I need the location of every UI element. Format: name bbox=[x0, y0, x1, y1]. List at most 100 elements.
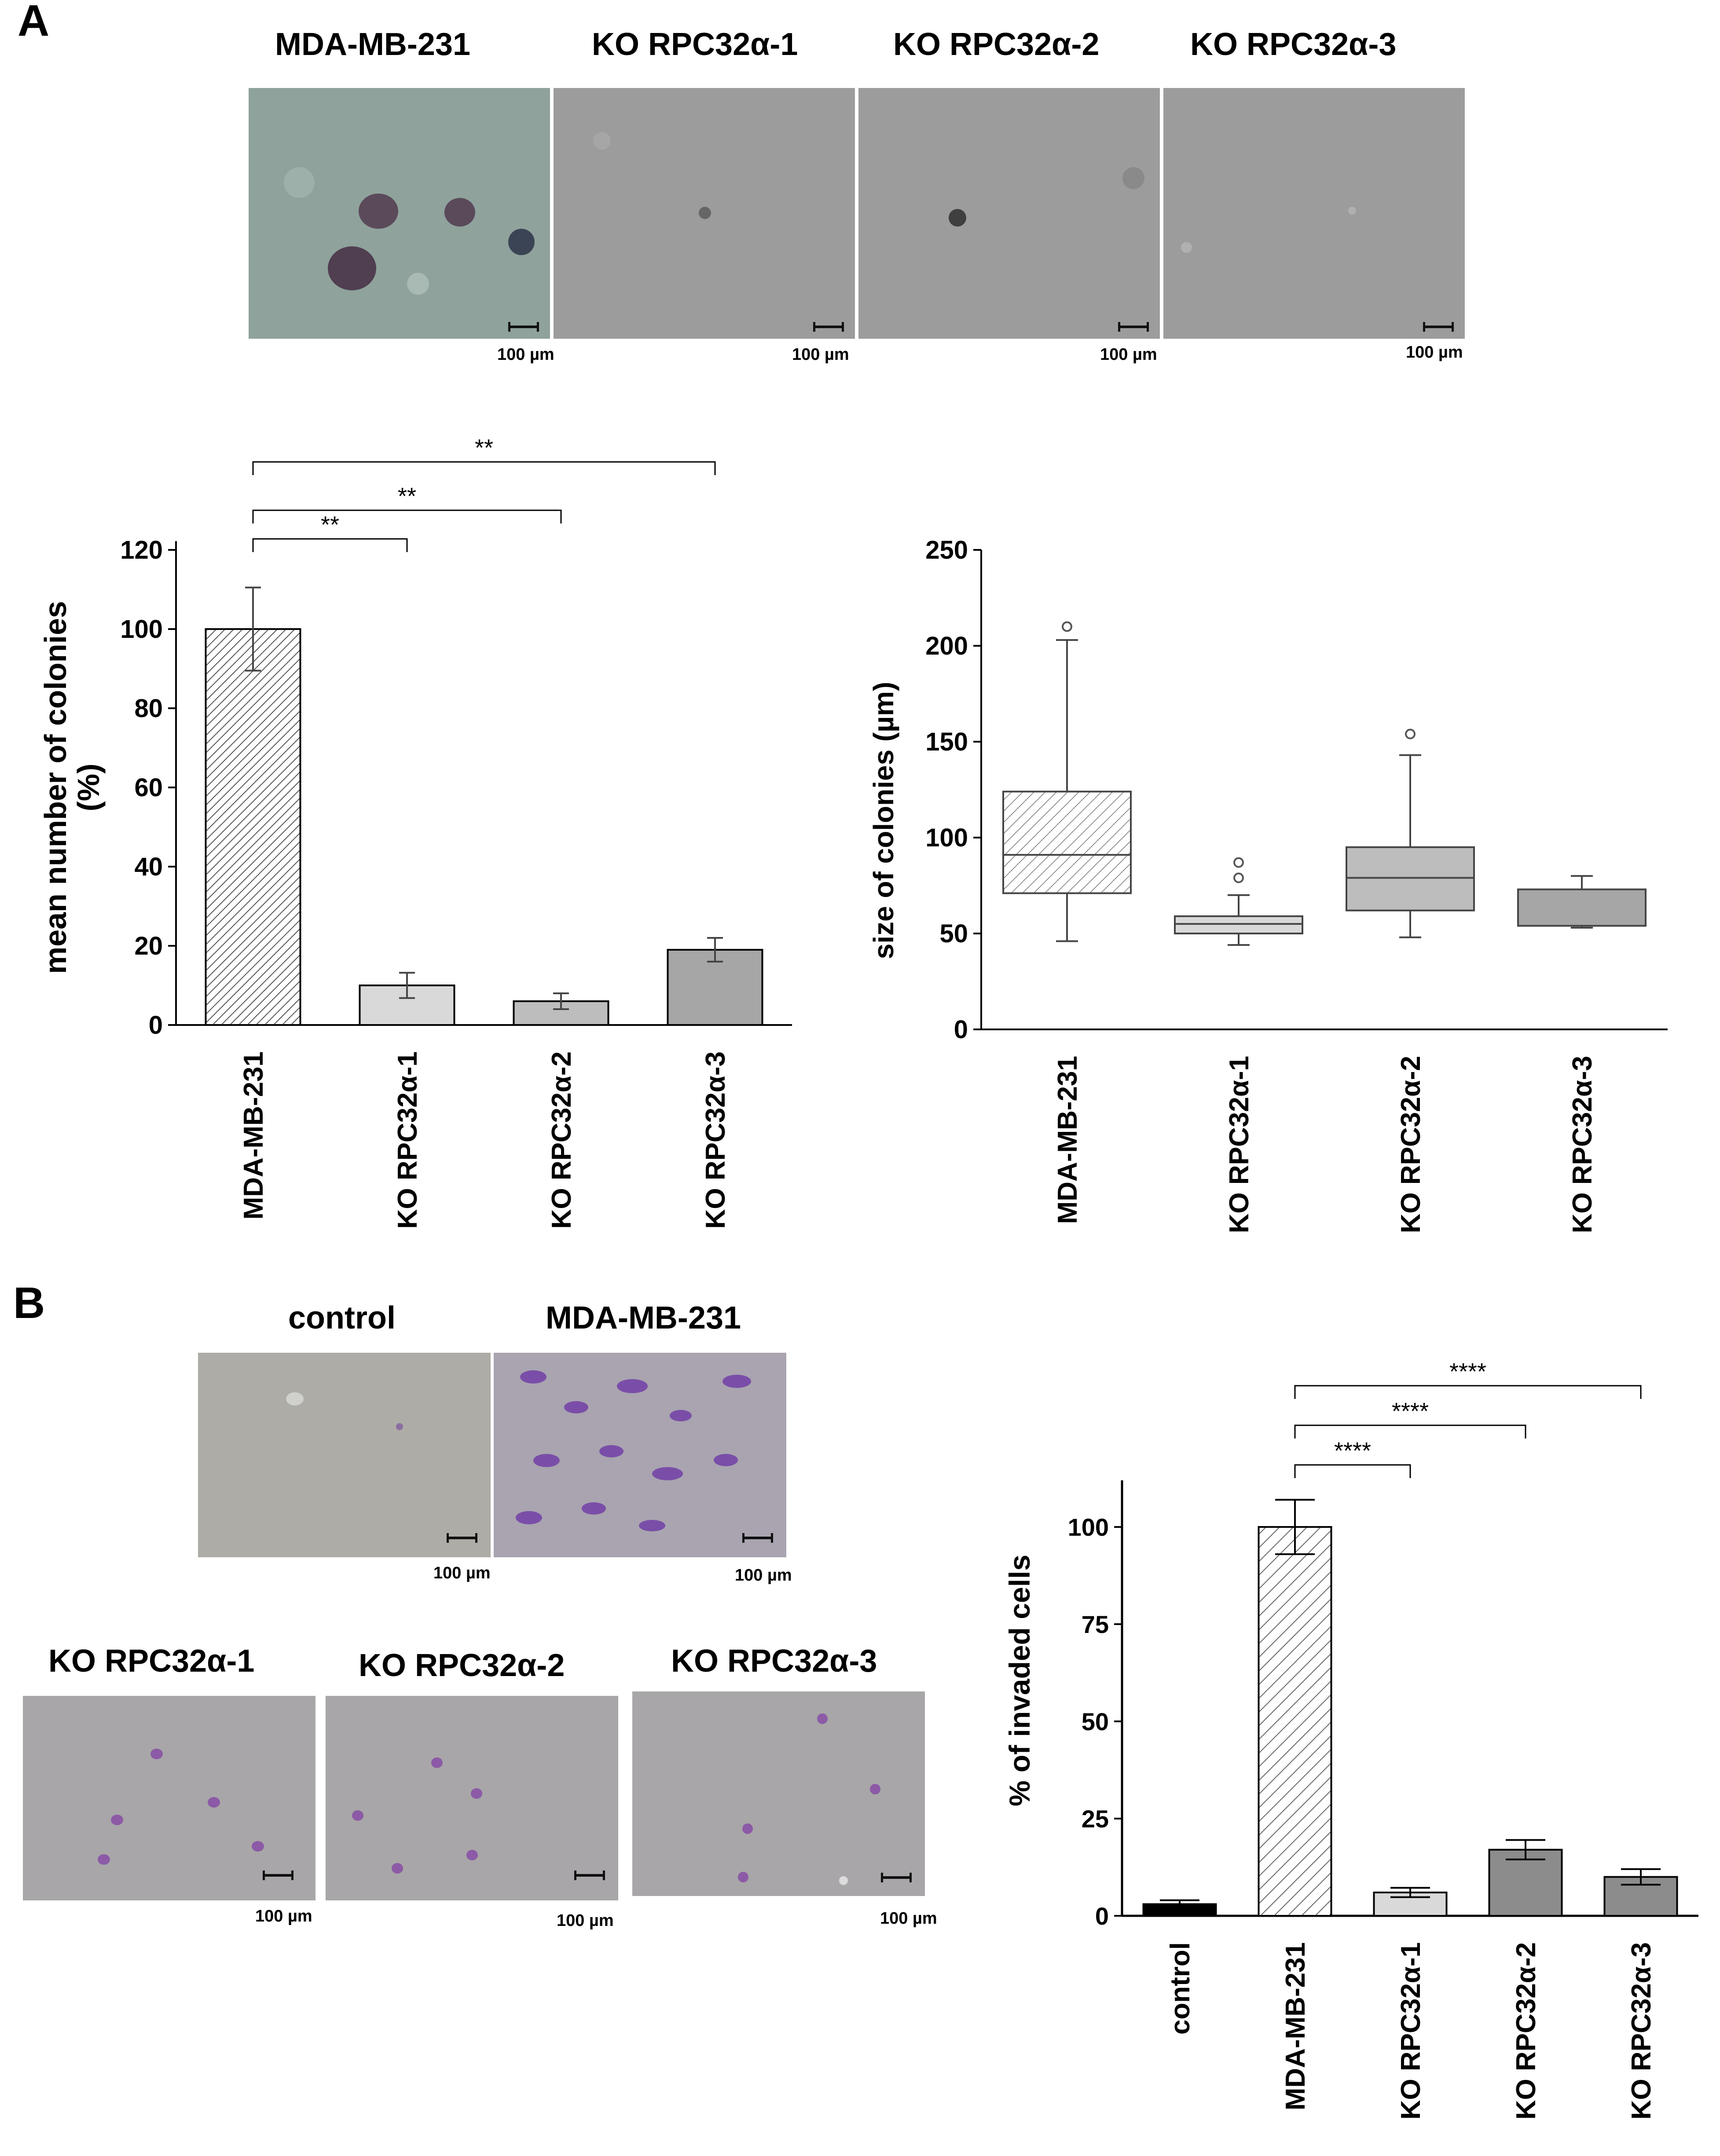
cell bbox=[652, 1467, 683, 1480]
y-tick-label: 25 bbox=[1082, 1805, 1109, 1833]
significance-bracket bbox=[252, 538, 408, 552]
cell bbox=[516, 1511, 542, 1524]
cell bbox=[98, 1854, 110, 1865]
bar bbox=[1258, 1526, 1332, 1917]
panel-label-b: B bbox=[13, 1278, 45, 1328]
y-tick-label: 60 bbox=[134, 773, 163, 802]
cell bbox=[150, 1749, 163, 1759]
y-tick-label: 0 bbox=[1095, 1902, 1109, 1930]
significance-label: ** bbox=[475, 435, 493, 461]
spot bbox=[839, 1876, 848, 1885]
scale-label: 100 µm bbox=[792, 345, 849, 364]
outlier-point bbox=[1405, 728, 1416, 739]
bar bbox=[1603, 1876, 1678, 1917]
colony bbox=[1181, 242, 1192, 253]
micrograph-title-ko2: KO RPC32α-2 bbox=[893, 27, 1100, 62]
significance-label: **** bbox=[1334, 1438, 1371, 1464]
micrograph-mda bbox=[249, 88, 550, 339]
scale-label: 100 µm bbox=[1100, 345, 1157, 364]
y-axis-label: size of colonies (µm) bbox=[868, 682, 899, 959]
y-axis-label: % of invaded cells bbox=[1003, 1555, 1036, 1806]
cell bbox=[564, 1401, 588, 1413]
outlier-point bbox=[1233, 872, 1244, 883]
outlier-point bbox=[1233, 857, 1244, 868]
y-tick-label: 150 bbox=[925, 728, 968, 756]
invaded-cells-bar-chart: 0 25 50 75 100 control MDA-MB-231 KO RPC32α-1 KO… bbox=[1003, 1358, 1698, 2119]
y-axis-label-unit: (%) bbox=[71, 764, 106, 812]
micrograph-title-mda: MDA-MB-231 bbox=[275, 27, 471, 62]
micrograph-title-mda-b: MDA-MB-231 bbox=[546, 1300, 741, 1336]
significance-label: **** bbox=[1392, 1398, 1429, 1424]
scale-label: 100 µm bbox=[735, 1566, 792, 1585]
scale-bar bbox=[742, 1533, 773, 1543]
scale-bar bbox=[508, 322, 539, 332]
cell bbox=[520, 1370, 546, 1384]
cell bbox=[599, 1445, 623, 1457]
x-tick-label: MDA-MB-231 bbox=[238, 1051, 269, 1219]
x-tick-label: control bbox=[1165, 1942, 1196, 2035]
micrograph-ko3 bbox=[1163, 88, 1465, 339]
spot bbox=[396, 1423, 403, 1430]
y-tick-label: 75 bbox=[1082, 1611, 1109, 1638]
micrograph-ko2-b bbox=[326, 1696, 618, 1900]
significance-label: ** bbox=[398, 483, 416, 509]
colony bbox=[949, 209, 966, 227]
scale-bar bbox=[813, 322, 844, 332]
y-tick-label: 100 bbox=[1068, 1513, 1109, 1541]
bar bbox=[205, 628, 301, 1026]
y-tick-label: 100 bbox=[925, 824, 968, 852]
colony bbox=[1348, 207, 1356, 215]
colony bbox=[407, 273, 429, 295]
micrograph-mda-b bbox=[494, 1353, 786, 1557]
significance-bracket bbox=[1294, 1424, 1526, 1439]
micrograph-ko3-b bbox=[632, 1691, 925, 1896]
colony-count-bar-chart: 0 20 40 60 80 100 120 MDA-MB-231 KO RPC32α-1 KO R… bbox=[38, 435, 792, 1229]
colony bbox=[1122, 167, 1144, 189]
micrograph-control bbox=[198, 1353, 491, 1557]
box bbox=[1517, 888, 1647, 927]
scale-bar bbox=[574, 1870, 605, 1880]
colony bbox=[328, 246, 376, 290]
x-tick-label: KO RPC32α-2 bbox=[546, 1051, 577, 1229]
scale-bar bbox=[1118, 322, 1149, 332]
scale-label: 100 µm bbox=[255, 1907, 312, 1925]
y-tick-label: 20 bbox=[134, 932, 163, 960]
micrograph-title-ko3: KO RPC32α-3 bbox=[1190, 27, 1397, 62]
cell bbox=[111, 1815, 123, 1825]
cell bbox=[252, 1841, 264, 1852]
panel-label-a: A bbox=[18, 0, 50, 45]
micrograph-ko2 bbox=[858, 88, 1160, 339]
box bbox=[1002, 791, 1132, 894]
x-tick-label: KO RPC32α-3 bbox=[1626, 1942, 1657, 2119]
cell bbox=[208, 1797, 220, 1808]
cell bbox=[670, 1410, 692, 1421]
micrograph-title-ko1: KO RPC32α-1 bbox=[592, 27, 798, 62]
outlier-point bbox=[1062, 621, 1072, 632]
cell bbox=[533, 1454, 560, 1467]
y-tick-label: 50 bbox=[1082, 1708, 1109, 1735]
box bbox=[1346, 846, 1475, 911]
micrograph-ko1 bbox=[554, 88, 855, 339]
cell bbox=[582, 1502, 606, 1515]
cell bbox=[817, 1713, 828, 1724]
scale-bar bbox=[447, 1533, 477, 1543]
significance-label: ** bbox=[321, 512, 339, 538]
cell bbox=[742, 1823, 753, 1834]
spot bbox=[286, 1392, 304, 1406]
x-tick-label: MDA-MB-231 bbox=[1053, 1056, 1083, 1224]
scale-bar bbox=[263, 1870, 293, 1880]
y-tick-label: 0 bbox=[149, 1011, 163, 1040]
colony-size-box-plot: 0 50 100 150 200 250 MDA-MB-231 KO RPC32α-1 KO R… bbox=[868, 536, 1668, 1233]
colony bbox=[284, 167, 315, 198]
colony bbox=[359, 194, 398, 229]
y-tick-label: 100 bbox=[120, 615, 163, 644]
micrograph-ko1-b bbox=[23, 1696, 315, 1900]
cell bbox=[722, 1375, 751, 1388]
y-tick-label: 80 bbox=[134, 694, 163, 723]
box bbox=[1174, 915, 1303, 935]
cell bbox=[471, 1788, 482, 1799]
scale-label: 100 µm bbox=[557, 1911, 614, 1930]
x-tick-label: MDA-MB-231 bbox=[1280, 1942, 1311, 2110]
x-tick-label: KO RPC32α-1 bbox=[1224, 1056, 1254, 1233]
significance-bracket bbox=[1294, 1464, 1411, 1478]
